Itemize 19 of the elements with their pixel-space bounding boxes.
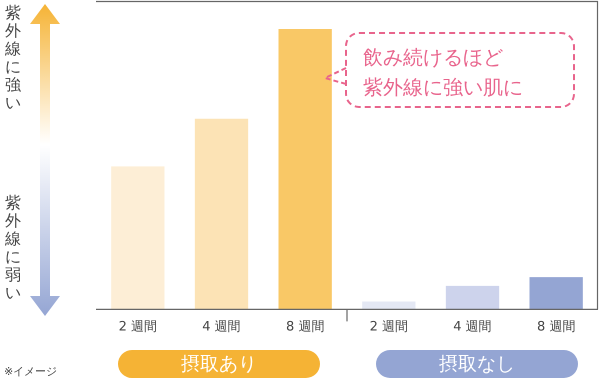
text: 摂取あり [118, 350, 320, 378]
bar [362, 302, 416, 310]
x-tick-label: 4 週間 [453, 320, 492, 335]
text: ※イメージ [4, 364, 58, 379]
text: 紫外線に弱い [4, 193, 22, 302]
annotation: 飲み続けるほど [363, 44, 504, 71]
text: 摂取なし [376, 350, 578, 378]
x-tick-label: 4 週間 [202, 320, 241, 335]
bar [194, 118, 248, 310]
text: 紫外線に強い [4, 3, 22, 112]
bar [530, 277, 583, 310]
bar [278, 29, 332, 310]
x-tick-label: 8 週間 [536, 320, 576, 335]
x-tick-label: 2 週間 [118, 320, 158, 335]
bar [111, 166, 164, 310]
bar [446, 286, 500, 310]
x-tick-label: 8 週間 [286, 320, 324, 335]
annotation: 紫外線に強い肌に [363, 74, 524, 101]
x-tick-label: 2 週間 [370, 320, 408, 335]
